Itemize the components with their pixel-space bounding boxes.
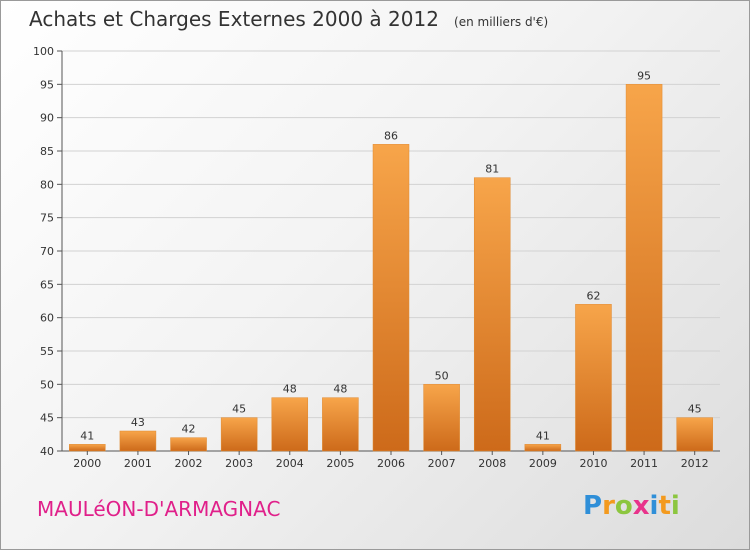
bar-2003 xyxy=(220,417,258,452)
logo-letter: i xyxy=(670,491,680,521)
x-tick-label: 2012 xyxy=(681,457,709,470)
logo-letter: i xyxy=(649,491,659,521)
bar-2005 xyxy=(322,397,359,452)
bar-value-label: 50 xyxy=(435,369,449,382)
x-tick-label: 2005 xyxy=(326,457,354,470)
x-tick-label: 2002 xyxy=(175,457,203,470)
y-tick-label: 60 xyxy=(40,312,54,325)
x-tick-label: 2007 xyxy=(428,457,456,470)
x-tick-label: 2006 xyxy=(377,457,405,470)
bar-value-label: 42 xyxy=(182,423,196,436)
y-tick-label: 55 xyxy=(40,345,54,358)
bar-value-label: 48 xyxy=(283,383,297,396)
bar-value-label: 45 xyxy=(688,403,702,416)
y-tick-label: 85 xyxy=(40,145,54,158)
y-tick-label: 70 xyxy=(40,245,54,258)
x-tick-label: 2000 xyxy=(73,457,101,470)
bar-value-label: 86 xyxy=(384,129,398,142)
x-tick-label: 2011 xyxy=(630,457,658,470)
bar-2008 xyxy=(473,177,511,452)
bar-2011 xyxy=(625,84,663,452)
bar-2001 xyxy=(119,430,157,452)
proxiti-logo: Proxiti xyxy=(583,491,680,521)
x-tick-label: 2001 xyxy=(124,457,152,470)
commune-name: MAULéON-D'ARMAGNAC xyxy=(37,497,281,521)
y-tick-label: 80 xyxy=(40,178,54,191)
bar-2006 xyxy=(372,144,410,452)
x-tick-label: 2004 xyxy=(276,457,304,470)
bar-2004 xyxy=(271,397,309,452)
bar-2010 xyxy=(575,304,612,452)
bar-2007 xyxy=(423,384,460,452)
logo-letter: x xyxy=(632,491,650,521)
bar-value-label: 41 xyxy=(80,429,94,442)
chart-title-main: Achats et Charges Externes 2000 à 2012 xyxy=(29,7,439,31)
bar-value-label: 48 xyxy=(333,383,347,396)
logo-letter: t xyxy=(658,491,671,521)
y-tick-label: 50 xyxy=(40,378,54,391)
chart-title: Achats et Charges Externes 2000 à 2012 (… xyxy=(29,7,548,31)
y-tick-label: 75 xyxy=(40,212,54,225)
bar-value-label: 41 xyxy=(536,429,550,442)
logo-letter: o xyxy=(614,491,633,521)
x-tick-label: 2010 xyxy=(579,457,607,470)
bar-value-label: 81 xyxy=(485,163,499,176)
bar-value-label: 95 xyxy=(637,69,651,82)
bar-2002 xyxy=(170,437,207,452)
bar-value-label: 62 xyxy=(586,289,600,302)
bar-value-label: 43 xyxy=(131,416,145,429)
x-tick-label: 2003 xyxy=(225,457,253,470)
y-tick-label: 90 xyxy=(40,112,54,125)
bar-2012 xyxy=(676,417,713,452)
y-tick-label: 45 xyxy=(40,412,54,425)
y-tick-label: 95 xyxy=(40,78,54,91)
bar-2009 xyxy=(524,444,562,452)
chart-title-unit: (en milliers d'€) xyxy=(454,15,549,29)
x-tick-label: 2009 xyxy=(529,457,557,470)
y-tick-label: 65 xyxy=(40,278,54,291)
logo-letter: r xyxy=(602,491,615,521)
x-tick-label: 2008 xyxy=(478,457,506,470)
bar-value-label: 45 xyxy=(232,403,246,416)
bar-2000 xyxy=(69,444,106,452)
y-tick-label: 40 xyxy=(40,445,54,458)
logo-letter: P xyxy=(583,491,603,521)
y-tick-label: 100 xyxy=(33,45,54,58)
